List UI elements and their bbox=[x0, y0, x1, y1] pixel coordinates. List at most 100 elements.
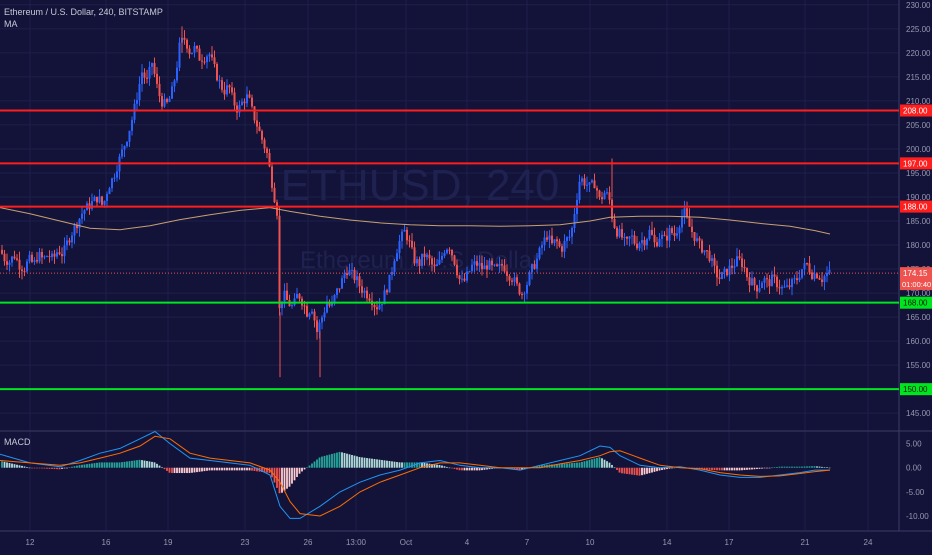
candle-body bbox=[583, 178, 586, 186]
last-price-tag bbox=[900, 267, 932, 291]
candle-body bbox=[758, 288, 761, 292]
macd-histogram-bar bbox=[766, 467, 768, 469]
macd-histogram-bar bbox=[263, 467, 266, 473]
level-price-tag bbox=[900, 200, 932, 213]
macd-histogram-bar bbox=[238, 467, 241, 471]
macd-histogram-bar bbox=[51, 467, 53, 469]
candle-body bbox=[803, 263, 806, 270]
candle-body bbox=[728, 265, 731, 276]
candle-body bbox=[566, 237, 568, 241]
candle-body bbox=[173, 80, 176, 87]
candle-body bbox=[26, 261, 28, 272]
macd-histogram-bar bbox=[468, 467, 471, 471]
candle-body bbox=[233, 92, 236, 106]
candle-body bbox=[673, 232, 676, 236]
level-price-tag bbox=[900, 383, 932, 396]
level-price-label: 208.00 bbox=[903, 107, 928, 116]
candle-body bbox=[581, 178, 583, 182]
macd-histogram-bar bbox=[278, 467, 281, 494]
candle-body bbox=[308, 313, 311, 317]
macd-histogram-bar bbox=[536, 465, 538, 468]
macd-histogram-bar bbox=[486, 467, 488, 470]
macd-histogram-bar bbox=[83, 464, 86, 468]
macd-indicator-label[interactable]: MACD bbox=[4, 437, 31, 447]
candle-body bbox=[733, 266, 736, 268]
macd-histogram-bar bbox=[621, 467, 623, 474]
candle-body bbox=[381, 304, 383, 306]
price-tick-label: 220.00 bbox=[906, 49, 931, 58]
candle-body bbox=[323, 312, 326, 318]
candle-body bbox=[378, 305, 381, 310]
candle-body bbox=[403, 229, 406, 232]
macd-histogram-bar bbox=[821, 466, 823, 468]
time-tick-label: 24 bbox=[864, 538, 873, 547]
macd-histogram-bar bbox=[726, 467, 728, 471]
macd-histogram-bar bbox=[441, 465, 443, 468]
macd-histogram-bar bbox=[351, 454, 353, 468]
candle-body bbox=[443, 253, 446, 256]
macd-histogram-bar bbox=[36, 467, 38, 469]
candle-body bbox=[136, 100, 138, 104]
macd-histogram-bar bbox=[476, 467, 478, 471]
candle-body bbox=[521, 294, 523, 296]
candle-body bbox=[441, 255, 443, 260]
time-tick-label: 16 bbox=[102, 538, 111, 547]
candle-body bbox=[168, 98, 171, 102]
candle-body bbox=[608, 192, 611, 200]
candle-body bbox=[246, 94, 248, 104]
macd-histogram-bar bbox=[181, 467, 183, 474]
candle-body bbox=[348, 270, 351, 276]
candle-body bbox=[268, 153, 271, 167]
macd-tick-label: 5.00 bbox=[906, 440, 922, 449]
macd-histogram-bar bbox=[741, 467, 743, 471]
candle-body bbox=[526, 284, 528, 294]
candle-body bbox=[598, 190, 601, 198]
candle-body bbox=[496, 264, 498, 266]
candle-body bbox=[238, 105, 241, 113]
macd-histogram-bar bbox=[748, 467, 751, 470]
price-tick-label: 165.00 bbox=[906, 313, 931, 322]
symbol-title[interactable]: Ethereum / U.S. Dollar, 240, BITSTAMP bbox=[4, 7, 163, 17]
candle-body bbox=[711, 258, 713, 261]
macd-histogram-bar bbox=[826, 467, 828, 469]
macd-histogram-bar bbox=[126, 461, 128, 468]
macd-histogram-bar bbox=[28, 467, 31, 469]
candle-body bbox=[538, 247, 541, 259]
candle-body bbox=[163, 99, 166, 107]
macd-histogram-bar bbox=[136, 460, 138, 468]
indicator-ma-label[interactable]: MA bbox=[4, 19, 18, 29]
candle-body bbox=[756, 285, 758, 292]
macd-histogram-bar bbox=[571, 463, 573, 468]
candle-body bbox=[801, 269, 803, 278]
macd-histogram-bar bbox=[283, 467, 286, 491]
macd-histogram-bar bbox=[186, 467, 188, 474]
candle-body bbox=[651, 229, 653, 235]
candle-body bbox=[553, 239, 556, 244]
candle-body bbox=[266, 148, 268, 154]
price-tick-label: 170.00 bbox=[906, 289, 931, 298]
macd-histogram-bar bbox=[203, 467, 206, 472]
macd-histogram-bar bbox=[151, 461, 153, 468]
countdown-label: 01:00:40 bbox=[902, 280, 931, 289]
macd-histogram-bar bbox=[753, 467, 756, 470]
macd-histogram-bar bbox=[138, 459, 141, 468]
candle-body bbox=[433, 264, 436, 266]
macd-histogram-bar bbox=[431, 464, 433, 468]
candle-body bbox=[251, 97, 253, 107]
candle-body bbox=[228, 85, 231, 88]
candle-body bbox=[458, 275, 461, 280]
candle-body bbox=[216, 63, 218, 81]
macd-histogram-bar bbox=[458, 467, 461, 471]
price-tick-label: 180.00 bbox=[906, 241, 931, 250]
macd-histogram-bar bbox=[401, 462, 403, 468]
macd-histogram-bar bbox=[366, 458, 368, 468]
candle-body bbox=[668, 228, 671, 241]
macd-histogram-bar bbox=[211, 467, 213, 471]
candle-body bbox=[691, 226, 693, 233]
candle-body bbox=[13, 256, 16, 259]
macd-histogram-bar bbox=[103, 462, 106, 468]
candle-body bbox=[493, 264, 496, 266]
candle-body bbox=[191, 52, 193, 55]
